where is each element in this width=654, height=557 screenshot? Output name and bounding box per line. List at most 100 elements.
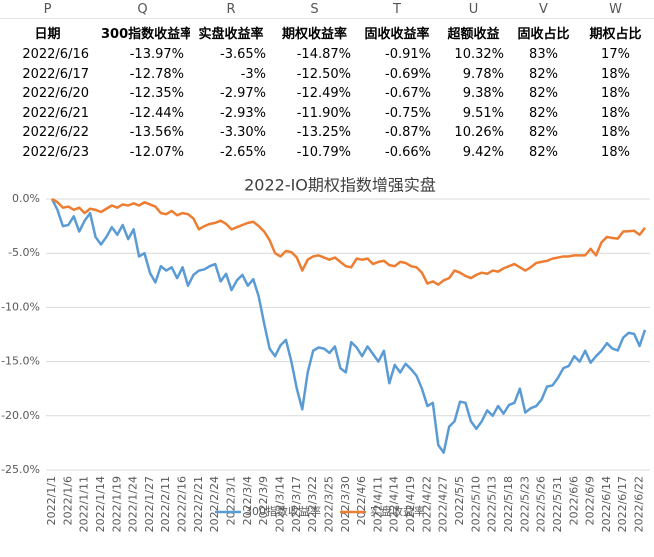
spreadsheet-table: P Q R S T U V W 日期 300指数收益率 实盘收益率 期权收益率 固收收益率 超额收益 固收占… [0,0,654,162]
x-tick-label: 2022/4/6 [355,476,368,525]
cell: 2022/6/16 [22,47,89,63]
x-tick-label: 2022/4/14 [388,476,401,532]
cell: 18% [601,144,630,160]
table-body: P Q R S T U V W 日期 300指数收益率 实盘收益率 期权收益率 固收收益率 超额收益 固收占… [0,0,654,162]
cell: -12.50% [296,66,351,82]
x-tick-label: 2022/1/11 [78,476,91,532]
cell: 9.78% [462,66,504,82]
column-letter: R [190,0,272,19]
cell: 9.51% [462,105,504,121]
cell: -2.97% [220,86,266,102]
data-row: 2022/6/22 -13.56% -3.30% -13.25% -0.87% 10.26… [0,123,654,143]
cell: -12.49% [296,86,351,102]
x-tick-label: 2022/3/4 [241,476,254,525]
header-cell: 300指数收益率 [101,26,190,42]
cell: 2022/6/23 [22,144,89,160]
cell: 2022/6/17 [22,66,89,82]
x-tick-label: 2022/1/1 [45,476,58,525]
cell: -13.25% [296,125,351,141]
x-tick-label: 2022/3/22 [306,476,319,532]
cell: -0.66% [385,144,431,160]
y-tick-label: -20.0% [1,409,40,422]
column-letter: U [437,0,510,19]
cell: -2.65% [220,144,266,160]
cell: -13.97% [129,47,184,63]
header-cell: 期权收益率 [281,26,347,42]
header-cell: 超额收益 [447,26,500,42]
x-tick-label: 2022/6/17 [616,476,629,532]
x-tick-label: 2022/1/14 [94,476,107,532]
header-cell: 期权占比 [589,26,642,42]
x-tick-label: 2022/5/5 [453,476,466,525]
x-tick-label: 2022/6/9 [584,476,597,525]
y-tick-label: 0.0% [12,192,40,205]
x-tick-label: 2022/5/13 [486,476,499,532]
x-tick-label: 2022/3/25 [322,476,335,532]
series-line [51,197,646,286]
x-tick-label: 2022/3/14 [273,476,286,532]
chart-title: 2022-IO期权指数增强实盘 [244,176,436,195]
x-tick-label: 2022/5/23 [518,476,531,532]
y-tick-label: -15.0% [1,355,40,368]
cell: -3.65% [220,47,266,63]
cell: 18% [601,66,630,82]
x-tick-label: 2022/1/27 [143,476,156,532]
x-tick-label: 2022/2/16 [176,476,189,532]
cell: 82% [529,144,558,160]
x-tick-label: 2022/6/14 [600,476,613,532]
cell: -0.67% [385,86,431,102]
column-letter: W [577,0,654,19]
cell: 2022/6/21 [22,105,89,121]
cell: 9.38% [462,86,504,102]
series-line [50,198,647,454]
cell: 82% [529,105,558,121]
x-tick-label: 2022/3/1 [225,476,238,525]
column-letter: V [510,0,577,19]
y-tick-label: -5.0% [8,246,40,259]
header-cell: 固收占比 [517,26,570,42]
cell: 82% [529,66,558,82]
x-tick-label: 2022/4/22 [420,476,433,532]
chart: 2022-IO期权指数增强实盘 0.0% -5.0% -10.0% -15.0% -20… [1,176,650,532]
cell: -12.78% [129,66,184,82]
x-tick-label: 2022/2/11 [159,476,172,532]
cell: 2022/6/22 [22,125,89,141]
x-tick-label: 2022/2/24 [208,476,221,532]
cell: 2022/6/20 [22,86,89,102]
cell: -0.69% [385,66,431,82]
cell: -12.07% [129,144,184,160]
data-row: 2022/6/16 -13.97% -3.65% -14.87% -0.91% 10.32… [0,45,654,65]
y-tick-label: -25.0% [1,463,40,476]
cell: 10.32% [454,47,504,63]
header-cell: 固收收益率 [364,26,430,42]
cell: -10.79% [296,144,351,160]
data-row: 2022/6/23 -12.07% -2.65% -10.79% -0.66% 9.42%… [0,143,654,163]
cell: -3.30% [220,125,266,141]
legend-label: 300指数收益率 [245,504,321,518]
x-tick-label: 2022/4/11 [371,476,384,532]
column-letter: Q [95,0,190,19]
cell: -13.56% [129,125,184,141]
x-tick-label: 2022/5/18 [502,476,515,532]
header-cell: 实盘收益率 [198,26,264,42]
x-tick-label: 2022/3/30 [339,476,352,532]
cell: 82% [529,86,558,102]
cell: -11.90% [296,105,351,121]
cell: 9.42% [462,144,504,160]
data-row: 2022/6/20 -12.35% -2.97% -12.49% -0.67% 9.38%… [0,84,654,104]
x-tick-label: 2022/5/10 [469,476,482,532]
data-row: 2022/6/17 -12.78% -3% -12.50% -0.69% 9.78% 82%… [0,65,654,85]
cell: -0.75% [385,105,431,121]
x-tick-label: 2022/5/26 [535,476,548,532]
cell: 10.26% [454,125,504,141]
x-tick-label: 2022/4/27 [437,476,450,532]
x-tick-label: 2022/3/17 [290,476,303,532]
x-tick-label: 2022/4/19 [404,476,417,532]
cell: 18% [601,125,630,141]
x-tick-label: 2022/5/31 [551,476,564,532]
cell: 18% [601,105,630,121]
x-tick-label: 2022/3/9 [257,476,270,525]
x-tick-label: 2022/1/6 [61,476,74,525]
